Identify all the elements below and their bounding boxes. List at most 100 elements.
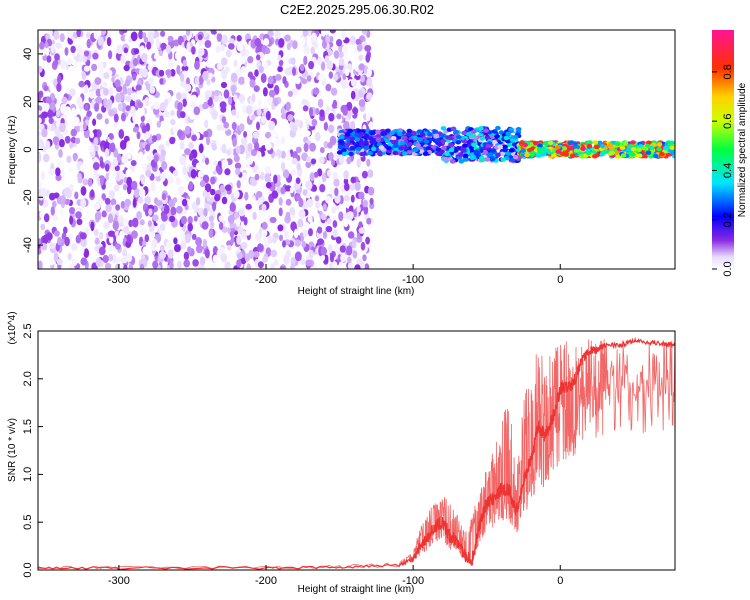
spectrogram-cell (121, 112, 126, 122)
spectrogram-cell (337, 167, 342, 174)
spectrogram-cell (185, 30, 191, 36)
spectrogram-cell (46, 232, 53, 241)
spectrogram-cell (413, 147, 419, 153)
spectrogram-cell (341, 45, 349, 55)
spectrogram-cell (59, 33, 65, 43)
spectrogram-cell (469, 155, 476, 160)
spectrogram-cell (354, 74, 361, 81)
spectrogram-cell (311, 118, 318, 127)
spectrogram-cell (254, 69, 259, 77)
spectrogram-cell (358, 90, 364, 98)
spectrogram-cell (143, 36, 149, 43)
spectrogram-cell (614, 141, 621, 147)
spectrogram-cell (179, 141, 185, 150)
spectrogram-cell (309, 221, 315, 230)
spectrogram-cell (93, 202, 101, 210)
spectrogram-cell (202, 189, 208, 198)
spectrogram-cell (455, 140, 462, 145)
spectrogram-cell (320, 61, 326, 71)
spectrogram-cell (352, 107, 359, 115)
spectrogram-cell (49, 101, 56, 111)
spectrogram-cell (312, 185, 317, 192)
spectrogram-cell (221, 34, 228, 45)
spectrogram-cell (87, 177, 93, 187)
spectrogram-cell (73, 116, 80, 127)
spectrogram-cell (94, 102, 100, 112)
spectrogram-cell (159, 102, 167, 112)
spectrogram-cell (156, 120, 161, 128)
spectrogram-cell (112, 220, 120, 231)
spectrogram-cell (406, 132, 412, 137)
spectrogram-cell (88, 145, 95, 153)
spectrogram-cell (207, 72, 214, 80)
spectrogram-cell (216, 30, 224, 34)
spectrogram-cell (308, 228, 313, 237)
spectrogram-cell (433, 133, 440, 138)
spectrogram-cell (124, 95, 132, 103)
spectrogram-cell (159, 244, 165, 252)
spectrogram-cell (274, 74, 282, 81)
colorbar: 0.0 0.2 0.4 0.6 0.8 Normalized spectral ampl… (712, 30, 748, 277)
spectrogram-cell (294, 251, 302, 262)
spectrogram-cell (440, 138, 447, 144)
spectrogram-cell (93, 168, 98, 177)
spectrogram-cell (305, 259, 313, 267)
spectrogram-cell (350, 78, 358, 87)
spectrogram-cell (225, 184, 232, 191)
spectrogram-cell (215, 164, 221, 173)
spectrogram-cell (240, 66, 247, 74)
spectrogram-cell (318, 73, 325, 82)
spectrogram-cell (210, 188, 216, 196)
spectrogram-cell (191, 233, 197, 240)
spectrogram-cell (341, 151, 348, 157)
spectrogram-cell (334, 194, 341, 204)
spectrogram-cell (161, 213, 168, 222)
spectrogram-cell (243, 216, 248, 226)
spectrogram-cell (344, 68, 350, 77)
spectrogram-cell (300, 36, 306, 46)
spectrogram-cell (235, 66, 242, 76)
spectrogram-cell (444, 151, 450, 157)
spectrogram-cell (289, 186, 294, 194)
spectrogram-cell (256, 191, 263, 198)
spectrogram-cell (181, 239, 187, 250)
spectrogram-cell (193, 215, 198, 222)
spectrogram-cell (332, 220, 338, 228)
spectrogram-cell (347, 128, 354, 134)
spectrogram-cell (96, 113, 103, 120)
spectrogram-cell (170, 119, 176, 126)
spectrogram-cell (56, 258, 63, 266)
spectrogram-cell (55, 42, 62, 49)
spectrogram-cell (356, 43, 363, 52)
spectrogram-cell (96, 129, 102, 139)
spectrogram-cell (160, 149, 167, 157)
spectrogram-cell (302, 30, 309, 37)
spectrogram-cell (99, 160, 104, 168)
spectrogram-cell (619, 145, 626, 150)
spectrogram-cell (330, 87, 338, 96)
spectrogram-cell (500, 157, 507, 162)
spectrogram-cell (241, 172, 248, 181)
spectrogram-cell (251, 198, 256, 208)
spectrogram-cell (325, 196, 332, 204)
spectrogram-cell (221, 116, 227, 124)
spectrogram-cell (450, 159, 456, 164)
spectrogram-cell (362, 199, 368, 208)
spectrogram-cell (92, 118, 97, 126)
spectrogram-cell (57, 236, 62, 246)
spectrogram-cell (103, 221, 110, 229)
spectrogram-cell (317, 168, 323, 177)
spectrogram-cell (297, 218, 304, 228)
spectrogram-cell (397, 131, 403, 137)
spectrogram-cell (335, 236, 342, 244)
spectrogram-cell (144, 234, 150, 243)
spectrogram-cell (491, 139, 498, 145)
spectrogram-cell (209, 164, 216, 172)
spectrogram-cell (82, 178, 89, 186)
spectrogram-cell (67, 252, 72, 261)
spectrogram-cell (326, 60, 334, 70)
spectrogram-cell (247, 142, 253, 152)
spectrogram-cell (120, 200, 125, 209)
spectrogram-cell (241, 137, 248, 145)
spectrogram-cell (41, 128, 48, 138)
